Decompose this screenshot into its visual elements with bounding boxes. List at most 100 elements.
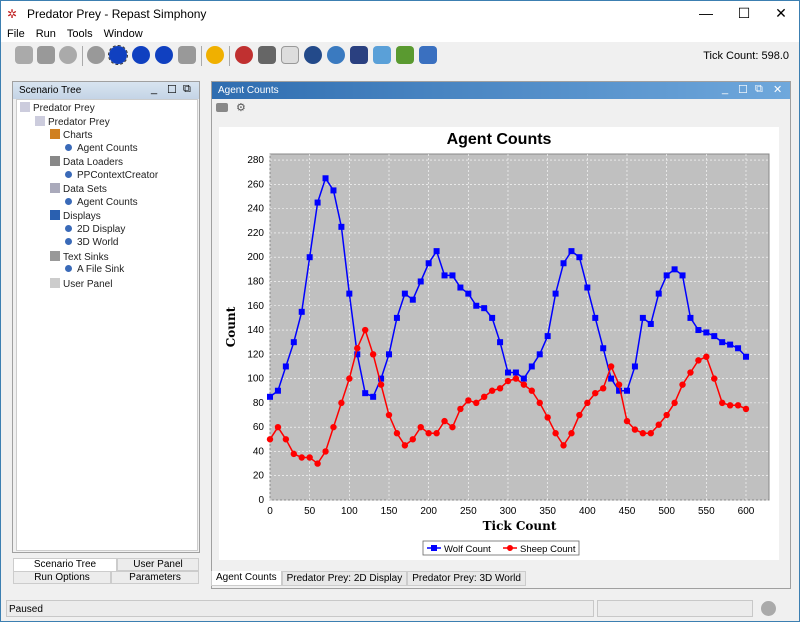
minimize-icon[interactable]: _ [151,83,158,95]
x-tick-label: 0 [267,506,273,517]
float-icon[interactable]: ⧉ [755,83,763,95]
sheep-count-point [488,387,496,394]
tree-item[interactable]: Data Sets [50,183,107,196]
sheep-count-point [711,375,718,382]
node-icon [65,238,72,245]
y-tick-label: 20 [253,471,265,482]
menu-file[interactable]: File [7,28,25,40]
maximize-icon[interactable]: ☐ [167,84,177,96]
search-icon[interactable] [373,46,391,64]
sheep-count-point [568,430,575,437]
menu-window[interactable]: Window [103,28,143,40]
tree-item[interactable]: Text Sinks [50,250,109,264]
snapshot-icon[interactable] [258,46,276,64]
chart-area: Agent Counts 0 50 100 150 200 250 300 350 400 450 5… [219,127,779,560]
tab-2d-display[interactable]: Predator Prey: 2D Display [281,571,408,586]
x-tick-label: 200 [420,506,437,517]
sheep-count-point [473,399,480,407]
tick-count: Tick Count: 598.0 [703,50,789,62]
maximize-icon[interactable]: ☐ [738,84,748,96]
init-icon[interactable] [87,46,105,64]
data-sets-icon [50,183,60,193]
wolf-count-point [393,314,400,321]
wolf-count-point [306,254,313,261]
tab-scenario-tree[interactable]: Scenario Tree [13,558,117,571]
maximize-button[interactable]: ☐ [737,5,751,21]
sheep-count-point [687,369,694,376]
wolf-count-point [282,363,289,370]
camera-icon[interactable] [216,103,228,112]
tree-item[interactable]: Displays [50,210,101,223]
properties-icon[interactable]: ⚙ [236,102,246,114]
sheep-count-point [536,399,543,407]
legend-marker [507,545,513,551]
tree-item[interactable]: Charts [50,129,92,142]
wolf-count-point [473,302,480,309]
start-run-icon[interactable] [108,45,128,65]
movie-icon[interactable] [350,46,368,64]
wolf-count-point [425,260,432,267]
info-icon[interactable] [761,601,776,616]
tab-agent-counts[interactable]: Agent Counts [211,571,282,586]
save-icon[interactable] [37,46,55,64]
sheep-count-point [338,399,345,407]
tab-parameters[interactable]: Parameters [111,571,199,584]
wolf-count-point [703,329,710,336]
database-icon[interactable] [59,46,77,64]
tree-item[interactable]: A File Sink [65,264,124,276]
tree-item[interactable]: Data Loaders [50,156,123,169]
tree-item[interactable]: User Panel [50,277,112,291]
stop-icon[interactable] [155,46,173,64]
float-icon[interactable]: ⧉ [183,83,191,95]
open-icon[interactable] [15,46,33,64]
minimize-button[interactable]: — [699,5,713,21]
step-icon[interactable] [132,46,150,64]
tree-item-label: PPContextCreator [77,169,159,181]
tree-item[interactable]: Predator Prey [20,102,95,115]
calculator-icon[interactable] [304,46,322,64]
wolf-count-point [742,353,749,360]
reset-icon[interactable] [178,46,196,64]
wolf-count-point [433,248,440,255]
model-icon [20,102,30,112]
wolf-count-point [631,363,638,370]
window-title: Predator Prey - Repast Simphony [27,7,207,21]
chart-window: Agent Counts _ ☐ ⧉ ✕ ⚙ Agent Counts 0 50 10… [211,81,791,589]
tree-item[interactable]: Agent Counts [65,197,138,209]
menu-tools[interactable]: Tools [66,28,93,40]
wolf-count-point [711,333,718,340]
wolf-count-point [385,351,392,358]
tree-item[interactable]: 3D World [65,237,119,249]
legend [422,540,580,556]
batch-icon[interactable] [206,46,224,64]
x-tick-label: 450 [619,506,636,517]
tab-run-options[interactable]: Run Options [13,571,111,584]
tree-item[interactable]: PPContextCreator [65,170,158,182]
tree-item-label: Predator Prey [48,116,110,128]
table-icon[interactable] [281,46,299,64]
wolf-count-point [465,290,472,297]
legend-label: Wolf Count [444,544,491,555]
sheep-count-point [354,345,361,352]
model-icon [35,115,45,126]
legend-label: Sheep Count [520,544,576,555]
minimize-icon[interactable]: _ [722,83,729,95]
tree-item[interactable]: 2D Display [65,224,125,236]
menu-run[interactable]: Run [35,28,56,40]
tab-3d-world[interactable]: Predator Prey: 3D World [407,571,526,586]
network-icon[interactable] [396,46,414,64]
stats-icon[interactable] [419,46,437,64]
close-icon[interactable]: ✕ [773,84,783,96]
tree-item[interactable]: Predator Prey [35,115,110,129]
close-button[interactable]: ✕ [775,5,787,21]
charts-icon [50,129,60,139]
tree-item[interactable]: Agent Counts [65,143,138,155]
wolf-count-point [441,272,448,279]
globe-icon[interactable] [327,46,345,64]
chart-tool-icon[interactable] [235,46,253,64]
sheep-count-point [322,448,329,455]
sheep-count-point [599,385,607,392]
wolf-count-point [584,284,591,291]
data-loader-icon [50,156,60,166]
tab-user-panel[interactable]: User Panel [117,558,199,571]
